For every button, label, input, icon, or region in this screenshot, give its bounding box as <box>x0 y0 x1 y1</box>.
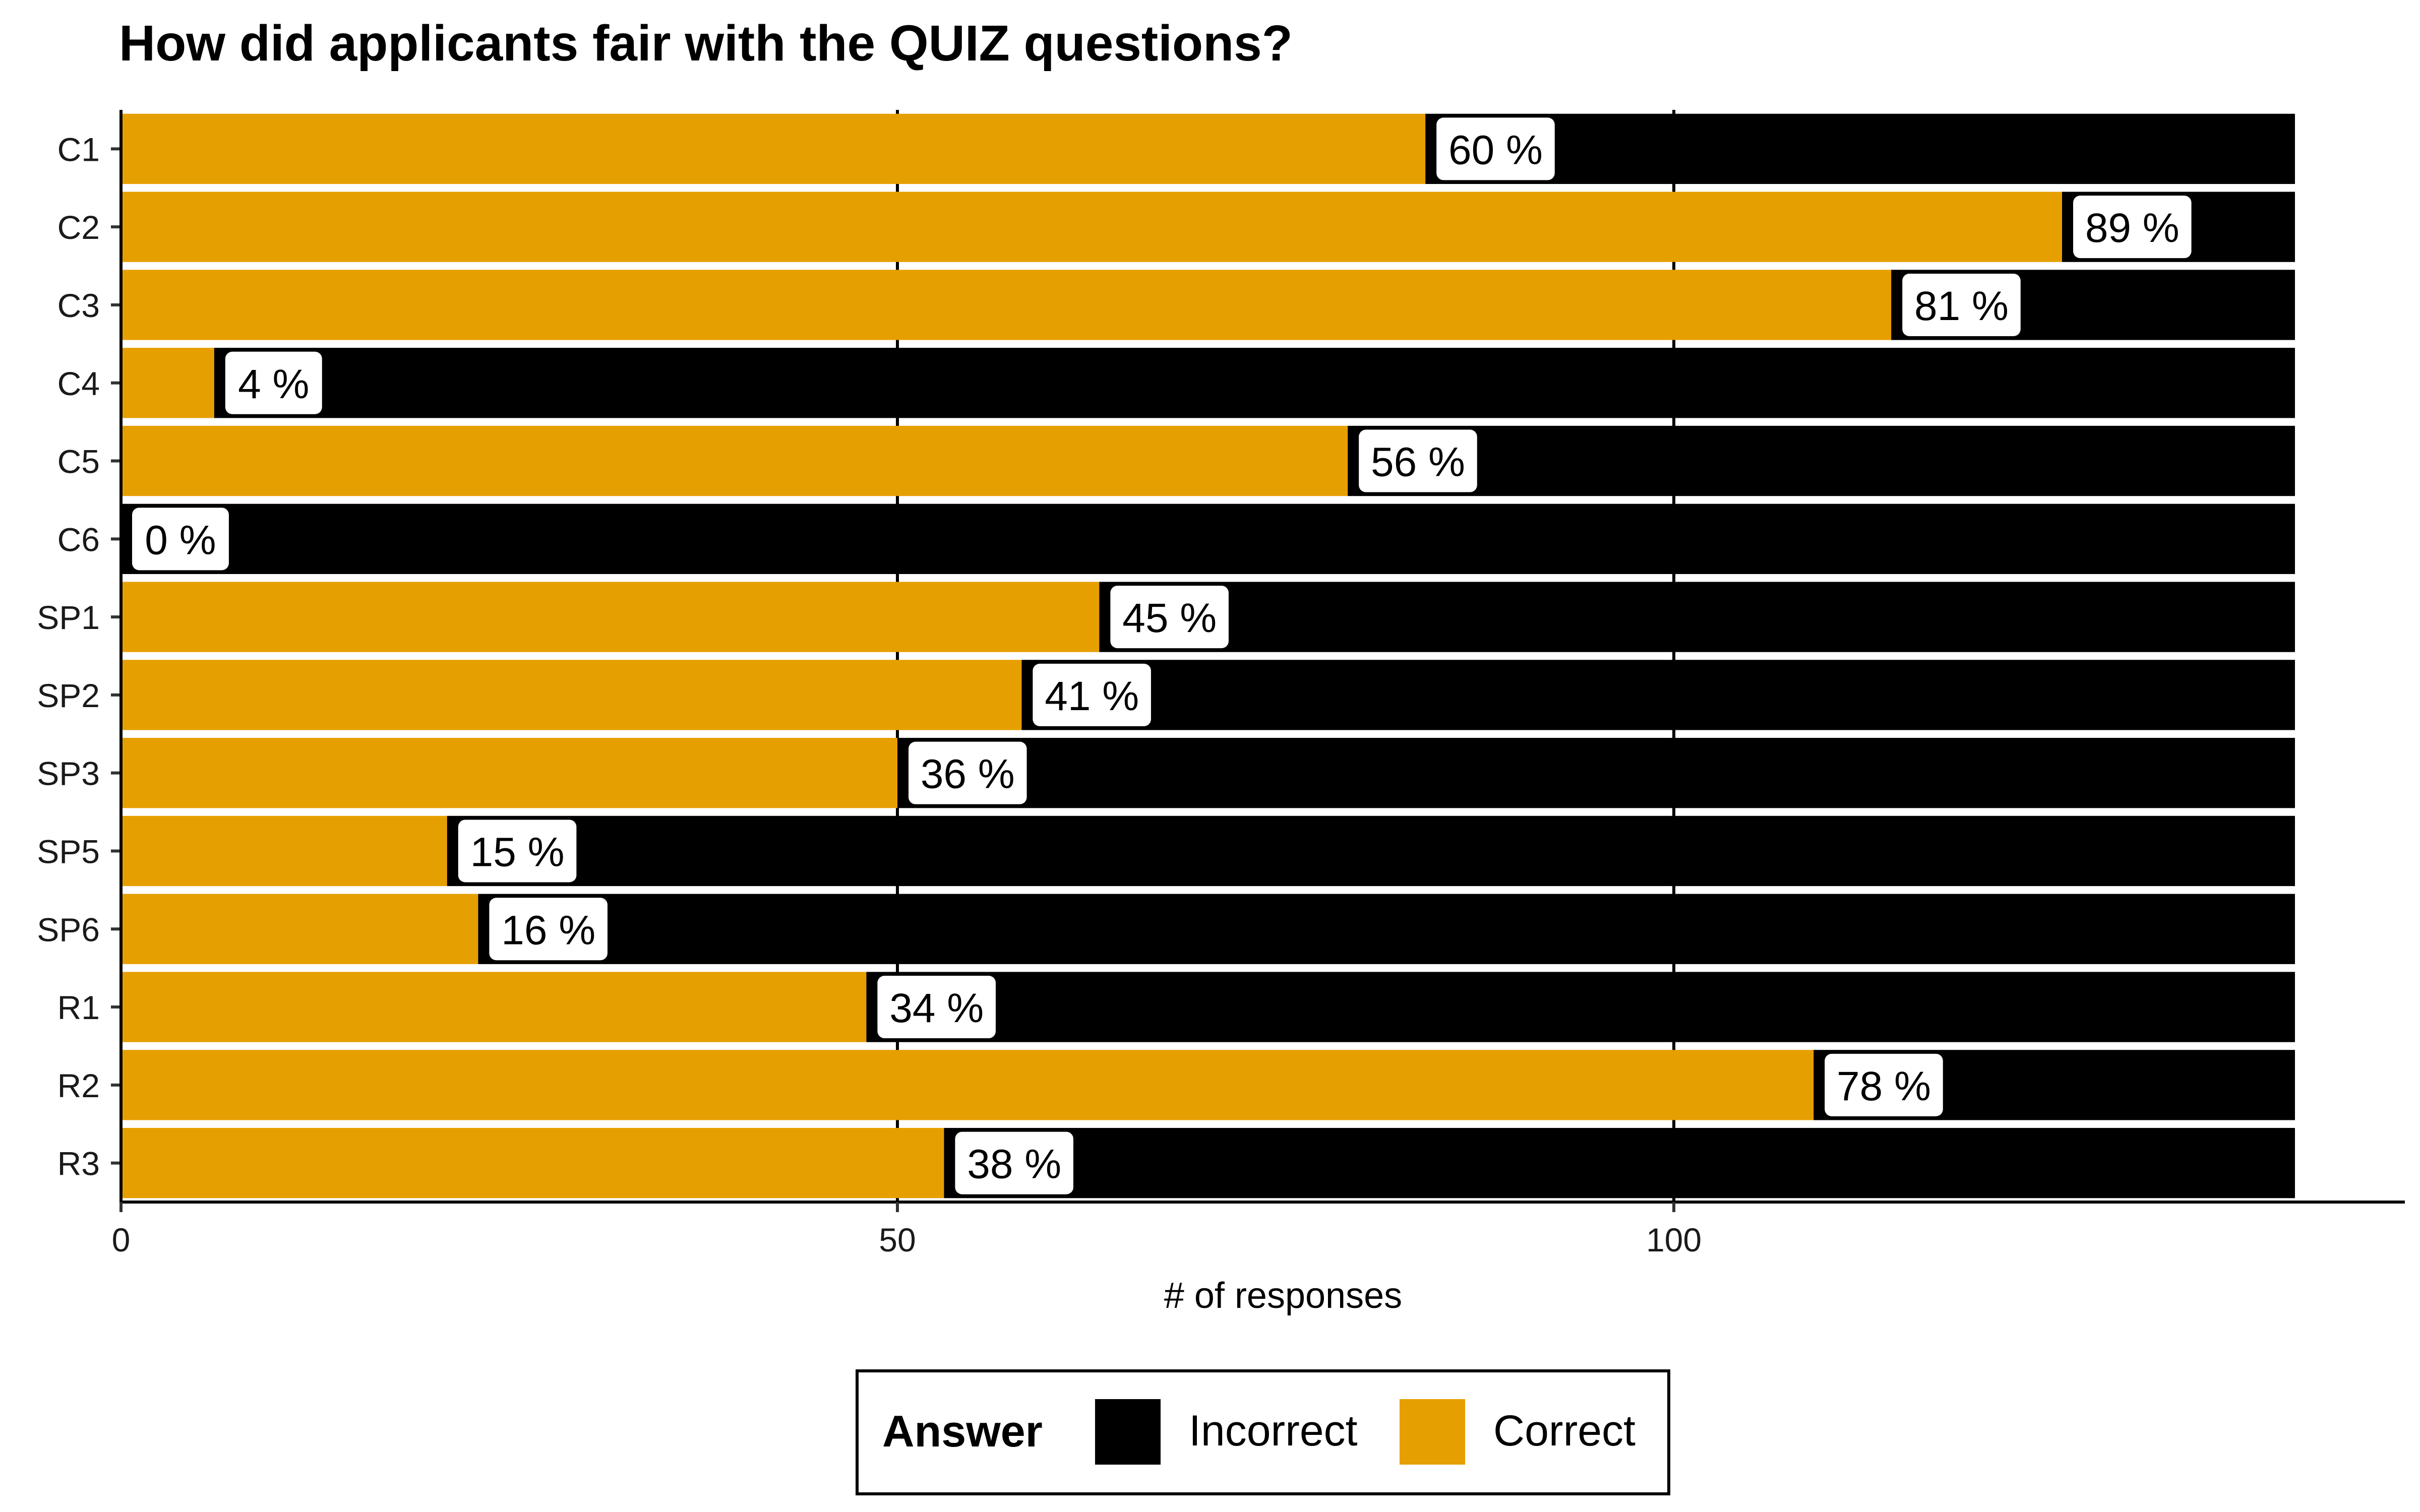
bar-incorrect-sp3 <box>897 738 2295 808</box>
data-labels: 60 % 89 % 81 % 4 % 56 % 0 % 45 % 41 % 36 % 15 % 16… <box>132 117 2192 1194</box>
x-tick-label-0: 0 <box>112 1221 131 1258</box>
legend-title: Answer <box>882 1406 1043 1456</box>
x-tick-label-100: 100 <box>1646 1221 1702 1258</box>
y-tick-label-r3: R3 <box>57 1145 100 1182</box>
data-label-box-c6 <box>132 508 229 571</box>
bar-correct-r1 <box>121 972 867 1042</box>
data-label-box-r2 <box>1825 1053 1943 1116</box>
data-label-box-c5 <box>1359 429 1477 492</box>
bar-incorrect-c5 <box>1348 425 2295 496</box>
y-tick-label-c2: C2 <box>57 209 100 246</box>
y-tick-label-sp6: SP6 <box>37 911 100 948</box>
y-tick-label-c5: C5 <box>57 443 100 480</box>
data-label-c4: 4 % <box>238 361 309 407</box>
legend-box <box>856 1369 1670 1495</box>
data-label-sp2: 41 % <box>1045 673 1139 719</box>
bar-correct-sp6 <box>121 894 478 964</box>
data-label-r1: 34 % <box>889 985 984 1031</box>
bar-correct-c1 <box>121 113 1426 184</box>
data-label-box-c3 <box>1902 273 2021 336</box>
y-tick-label-c4: C4 <box>57 365 100 402</box>
bar-correct-sp5 <box>121 815 447 887</box>
data-label-sp6: 16 % <box>501 907 595 953</box>
y-tick-label-r2: R2 <box>57 1067 100 1104</box>
bar-incorrect-c4 <box>214 348 2295 418</box>
y-tick-label-sp1: SP1 <box>37 599 100 636</box>
axes: C1 C2 C3 C4 C5 C6 SP1 SP2 SP3 SP5 SP6 R1 R2 R3 0 50 100 <box>37 110 2405 1258</box>
bar-incorrect-r1 <box>866 972 2295 1042</box>
y-tick-label-sp3: SP3 <box>37 755 100 792</box>
data-label-box-r1 <box>877 976 996 1039</box>
data-label-box-sp3 <box>909 741 1027 804</box>
bar-correct-c4 <box>121 348 214 418</box>
y-tick-label-c3: C3 <box>57 287 100 324</box>
legend-swatch-correct <box>1400 1399 1465 1465</box>
bar-incorrect-sp1 <box>1099 582 2295 652</box>
bar-incorrect-sp2 <box>1021 660 2295 730</box>
bar-correct-sp1 <box>121 582 1100 652</box>
bar-incorrect-c1 <box>1425 113 2295 184</box>
x-tick-label-50: 50 <box>879 1221 916 1258</box>
bar-incorrect-sp5 <box>447 815 2295 887</box>
data-label-box-r3 <box>955 1131 1073 1194</box>
y-tick-label-sp5: SP5 <box>37 833 100 870</box>
y-tick-label-c1: C1 <box>57 131 100 168</box>
data-label-r3: 38 % <box>967 1142 1061 1187</box>
data-label-box-c2 <box>2073 196 2192 259</box>
y-tick-label-sp2: SP2 <box>37 677 100 714</box>
bar-correct-r2 <box>121 1050 1814 1120</box>
chart-title: How did applicants fair with the QUIZ qu… <box>119 15 1293 72</box>
data-label-sp1: 45 % <box>1122 595 1217 641</box>
legend-label-correct: Correct <box>1493 1407 1636 1455</box>
bar-correct-c5 <box>121 425 1348 496</box>
data-label-box-sp6 <box>489 898 608 961</box>
bar-correct-sp3 <box>121 738 897 808</box>
legend-swatch-incorrect <box>1095 1399 1161 1465</box>
bar-correct-c3 <box>121 270 1892 340</box>
bar-incorrect-sp6 <box>478 894 2295 964</box>
bar-correct-sp2 <box>121 660 1022 730</box>
data-label-c6: 0 % <box>145 517 216 563</box>
legend: Answer Incorrect Correct <box>856 1369 1670 1495</box>
data-label-box-sp1 <box>1110 586 1229 649</box>
bar-correct-c2 <box>121 192 2062 262</box>
data-label-c5: 56 % <box>1371 439 1465 485</box>
bar-correct-r3 <box>121 1127 944 1199</box>
data-label-c3: 81 % <box>1914 283 2009 329</box>
y-tick-label-c6: C6 <box>57 521 100 558</box>
bar-incorrect-r3 <box>944 1127 2295 1199</box>
data-label-c1: 60 % <box>1448 127 1543 173</box>
data-label-sp3: 36 % <box>921 751 1015 797</box>
legend-label-incorrect: Incorrect <box>1189 1407 1358 1455</box>
bar-incorrect-c6 <box>121 503 2295 574</box>
data-label-box-c1 <box>1436 117 1555 180</box>
data-label-sp5: 15 % <box>470 829 565 875</box>
y-tick-label-r1: R1 <box>57 989 100 1026</box>
data-label-box-sp2 <box>1033 663 1151 726</box>
data-label-box-sp5 <box>458 820 577 883</box>
data-label-c2: 89 % <box>2085 205 2180 251</box>
x-axis-title: # of responses <box>1164 1276 1402 1316</box>
data-label-box-c4 <box>225 351 322 414</box>
data-label-r2: 78 % <box>1837 1063 1931 1109</box>
